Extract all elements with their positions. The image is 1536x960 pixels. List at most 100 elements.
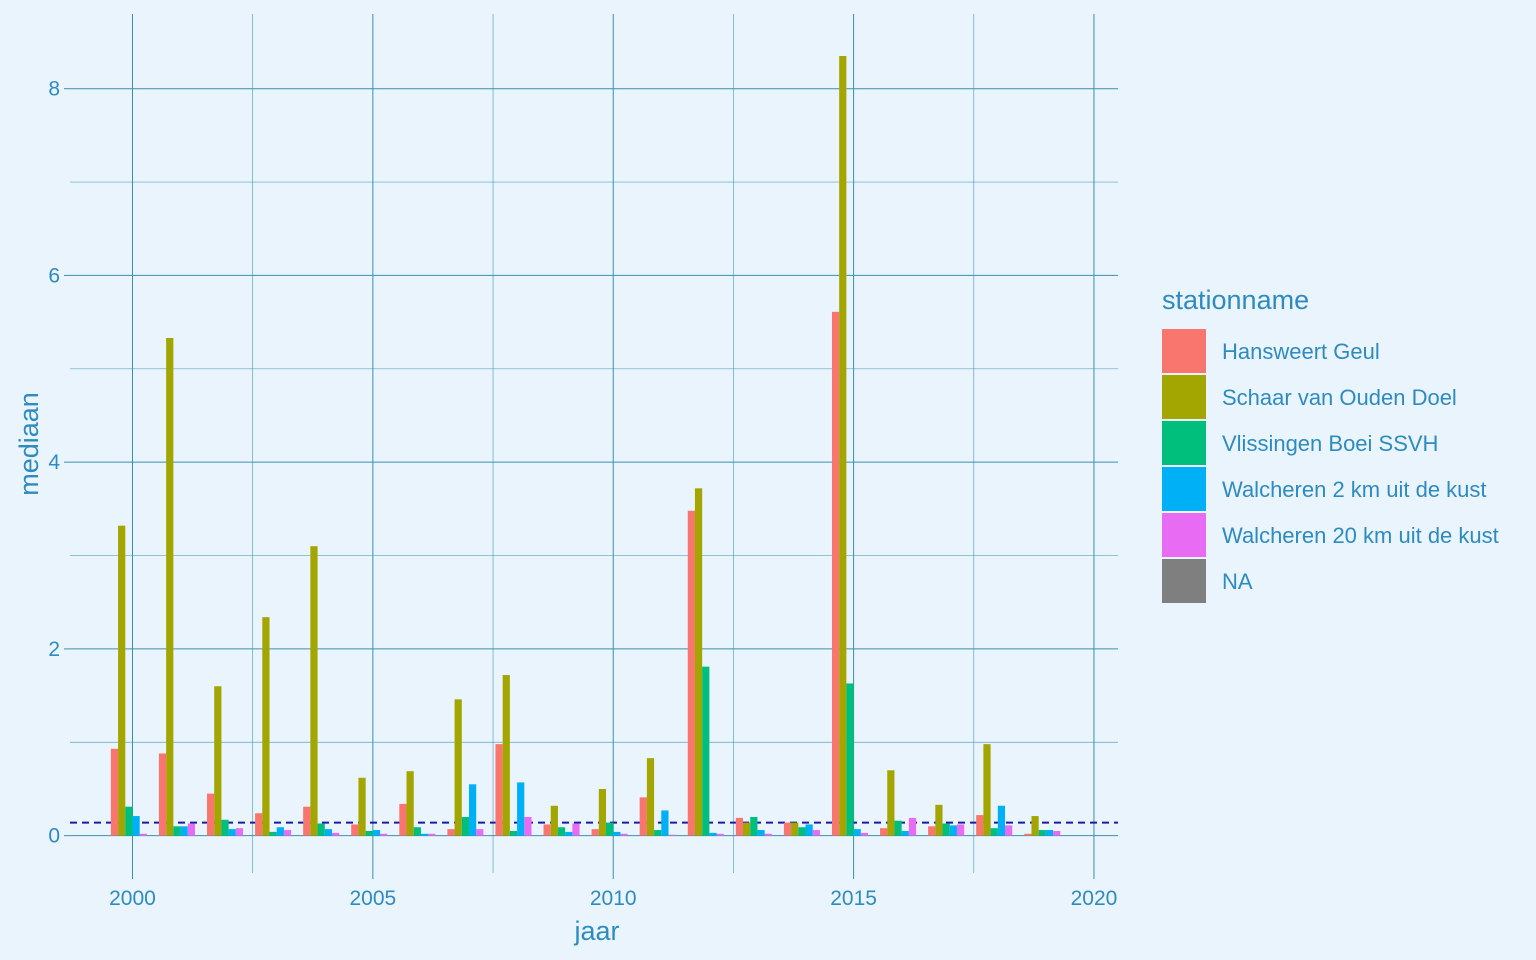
bar (1024, 833, 1032, 836)
bar (709, 832, 717, 836)
bar (317, 823, 325, 836)
y-axis-title: mediaan (14, 392, 44, 496)
bar (502, 675, 510, 836)
bar (1053, 830, 1061, 836)
legend-key (1162, 421, 1206, 465)
x-tick-label: 2020 (1071, 887, 1118, 910)
bar (557, 827, 566, 836)
x-tick-label: 2005 (350, 887, 397, 910)
x-axis-title: jaar (573, 916, 619, 946)
bar (1038, 830, 1046, 836)
legend-key (1162, 375, 1206, 419)
y-tick-label: 8 (48, 78, 60, 101)
legend-label: Walcheren 20 km uit de kust (1222, 523, 1499, 548)
bar (262, 617, 270, 836)
bar (783, 822, 792, 836)
bar (894, 820, 902, 836)
legend-title: stationname (1162, 285, 1309, 315)
bar (283, 830, 292, 836)
bar (324, 829, 332, 836)
bar (214, 686, 222, 836)
bar (887, 770, 895, 836)
legend: stationname Hansweert Geul Schaar van Oud… (1162, 285, 1499, 603)
legend-key (1162, 329, 1206, 373)
legend-label: Walcheren 2 km uit de kust (1222, 477, 1487, 502)
bar (831, 311, 840, 836)
bar (639, 797, 647, 836)
bar (901, 830, 909, 836)
bar (399, 803, 407, 836)
y-tick-label: 6 (48, 264, 60, 287)
bar (928, 826, 936, 836)
x-tick-label: 2015 (830, 887, 877, 910)
bar (310, 546, 318, 836)
bar (613, 831, 621, 836)
legend-label: Vlissingen Boei SSVH (1222, 431, 1438, 456)
x-axis-ticks: 2000 2005 2010 2015 2020 (109, 873, 1117, 910)
legend-key (1162, 513, 1206, 557)
legend-key (1162, 467, 1206, 511)
bar (228, 829, 236, 836)
bar (565, 831, 573, 836)
bar (550, 805, 558, 836)
bar (125, 806, 133, 836)
bar (235, 828, 244, 836)
bar (976, 815, 984, 836)
bar (668, 834, 676, 836)
bar (949, 825, 957, 836)
bar (132, 816, 140, 836)
bar (495, 744, 503, 836)
bar (221, 819, 229, 836)
bar (543, 824, 551, 836)
legend-label: Schaar van Ouden Doel (1222, 385, 1457, 410)
bar (646, 758, 655, 836)
bar (1005, 825, 1013, 836)
bar (207, 793, 215, 836)
bar (880, 828, 888, 836)
bar (1031, 816, 1039, 836)
bar (110, 748, 119, 836)
bar (598, 788, 607, 836)
bar (454, 699, 462, 836)
bar (805, 824, 813, 836)
bar (447, 829, 455, 836)
bar (620, 833, 628, 836)
bar (591, 829, 599, 836)
bar (860, 832, 869, 836)
bar (1045, 830, 1054, 836)
bar (332, 832, 340, 836)
bar (687, 510, 695, 836)
bar (839, 56, 847, 836)
bar (812, 830, 820, 836)
bar (372, 830, 381, 836)
bar (735, 817, 744, 836)
bar (908, 817, 917, 836)
bar (365, 830, 373, 836)
bar (428, 833, 436, 836)
bar (997, 805, 1006, 836)
bar (702, 666, 710, 836)
bar (166, 337, 174, 836)
bar (517, 782, 525, 836)
bar (654, 830, 662, 836)
bar (255, 813, 263, 836)
bar (276, 827, 284, 836)
bar (853, 829, 861, 836)
bar (180, 826, 188, 836)
bar (461, 816, 470, 836)
bar (846, 683, 854, 836)
bar (791, 822, 799, 836)
legend-label: Hansweert Geul (1222, 339, 1380, 364)
bar (942, 823, 950, 836)
bar (358, 777, 366, 836)
bar (798, 827, 806, 836)
bar (750, 816, 758, 836)
bar (743, 822, 751, 836)
bar (764, 833, 772, 836)
bar (187, 823, 195, 836)
bar (757, 830, 765, 836)
bar (406, 771, 414, 836)
bar (139, 833, 147, 836)
